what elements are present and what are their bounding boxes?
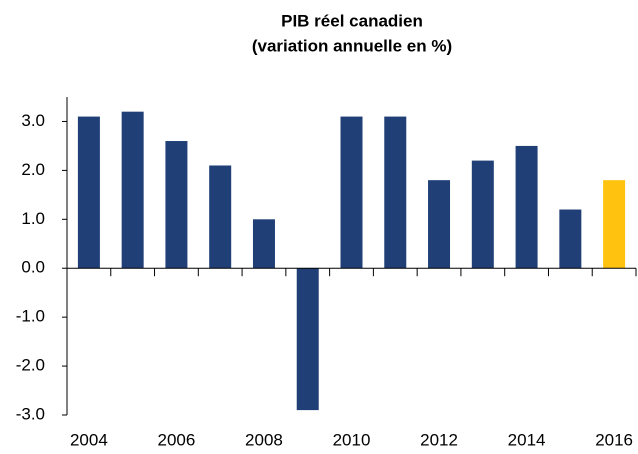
y-tick-label: -1.0: [16, 307, 45, 326]
bar: [77, 116, 100, 269]
bar: [471, 160, 494, 269]
x-tick-label: 2010: [333, 430, 371, 449]
x-tick-label: 2014: [508, 430, 546, 449]
y-tick-label: 2.0: [21, 160, 45, 179]
y-tick-label: -2.0: [16, 356, 45, 375]
bar: [209, 165, 232, 269]
bar: [515, 145, 538, 269]
bar: [340, 116, 363, 269]
y-tick-label: -3.0: [16, 404, 45, 423]
chart-title: (variation annuelle en %): [252, 36, 452, 55]
bar: [603, 180, 626, 269]
x-tick-label: 2016: [595, 430, 633, 449]
bar: [384, 116, 407, 269]
x-tick-label: 2008: [245, 430, 283, 449]
y-tick-label: 3.0: [21, 111, 45, 130]
y-tick-label: 1.0: [21, 209, 45, 228]
bar: [428, 180, 451, 269]
bar: [296, 268, 319, 411]
bar: [165, 141, 188, 269]
y-tick-label: 0.0: [21, 258, 45, 277]
x-tick-label: 2012: [420, 430, 458, 449]
bar: [121, 111, 144, 269]
x-tick-label: 2004: [70, 430, 108, 449]
x-tick-label: 2006: [158, 430, 196, 449]
bar: [252, 219, 275, 269]
bar: [559, 209, 582, 269]
chart-title: PIB réel canadien: [281, 11, 423, 30]
